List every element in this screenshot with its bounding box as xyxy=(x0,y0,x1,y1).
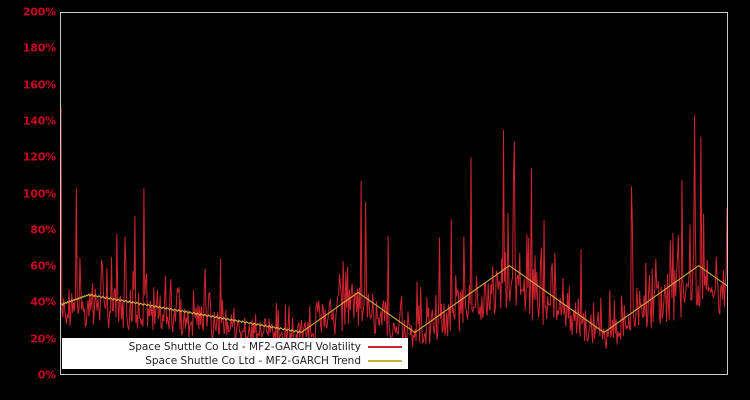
y-tick-label: 160% xyxy=(22,78,56,92)
y-tick-label: 0% xyxy=(37,368,56,382)
y-axis: 0% 20% 40% 60% 80% 100% 120% 140% 160% 180% 200% xyxy=(0,0,56,400)
legend-item-volatility: Space Shuttle Co Ltd - MF2-GARCH Volatil… xyxy=(66,340,404,354)
y-tick-label: 60% xyxy=(30,259,56,273)
legend: Space Shuttle Co Ltd - MF2-GARCH Volatil… xyxy=(62,338,408,369)
legend-label-volatility: Space Shuttle Co Ltd - MF2-GARCH Volatil… xyxy=(128,341,361,353)
legend-item-trend: Space Shuttle Co Ltd - MF2-GARCH Trend xyxy=(66,354,404,368)
y-tick-label: 120% xyxy=(22,150,56,164)
series-line-volatility xyxy=(61,106,727,349)
y-tick-label: 40% xyxy=(30,295,56,309)
y-tick-label: 20% xyxy=(30,332,56,346)
series-line-trend xyxy=(61,265,727,334)
y-tick-label: 140% xyxy=(22,114,56,128)
y-tick-label: 100% xyxy=(22,187,56,200)
series-canvas xyxy=(61,106,727,349)
y-tick-label: 180% xyxy=(22,41,56,55)
legend-swatch-volatility xyxy=(368,346,402,348)
y-tick-label: 200% xyxy=(22,5,56,19)
legend-swatch-trend xyxy=(368,360,402,362)
y-tick-label: 80% xyxy=(30,223,56,237)
plot-area xyxy=(60,12,728,375)
legend-label-trend: Space Shuttle Co Ltd - MF2-GARCH Trend xyxy=(145,355,361,367)
